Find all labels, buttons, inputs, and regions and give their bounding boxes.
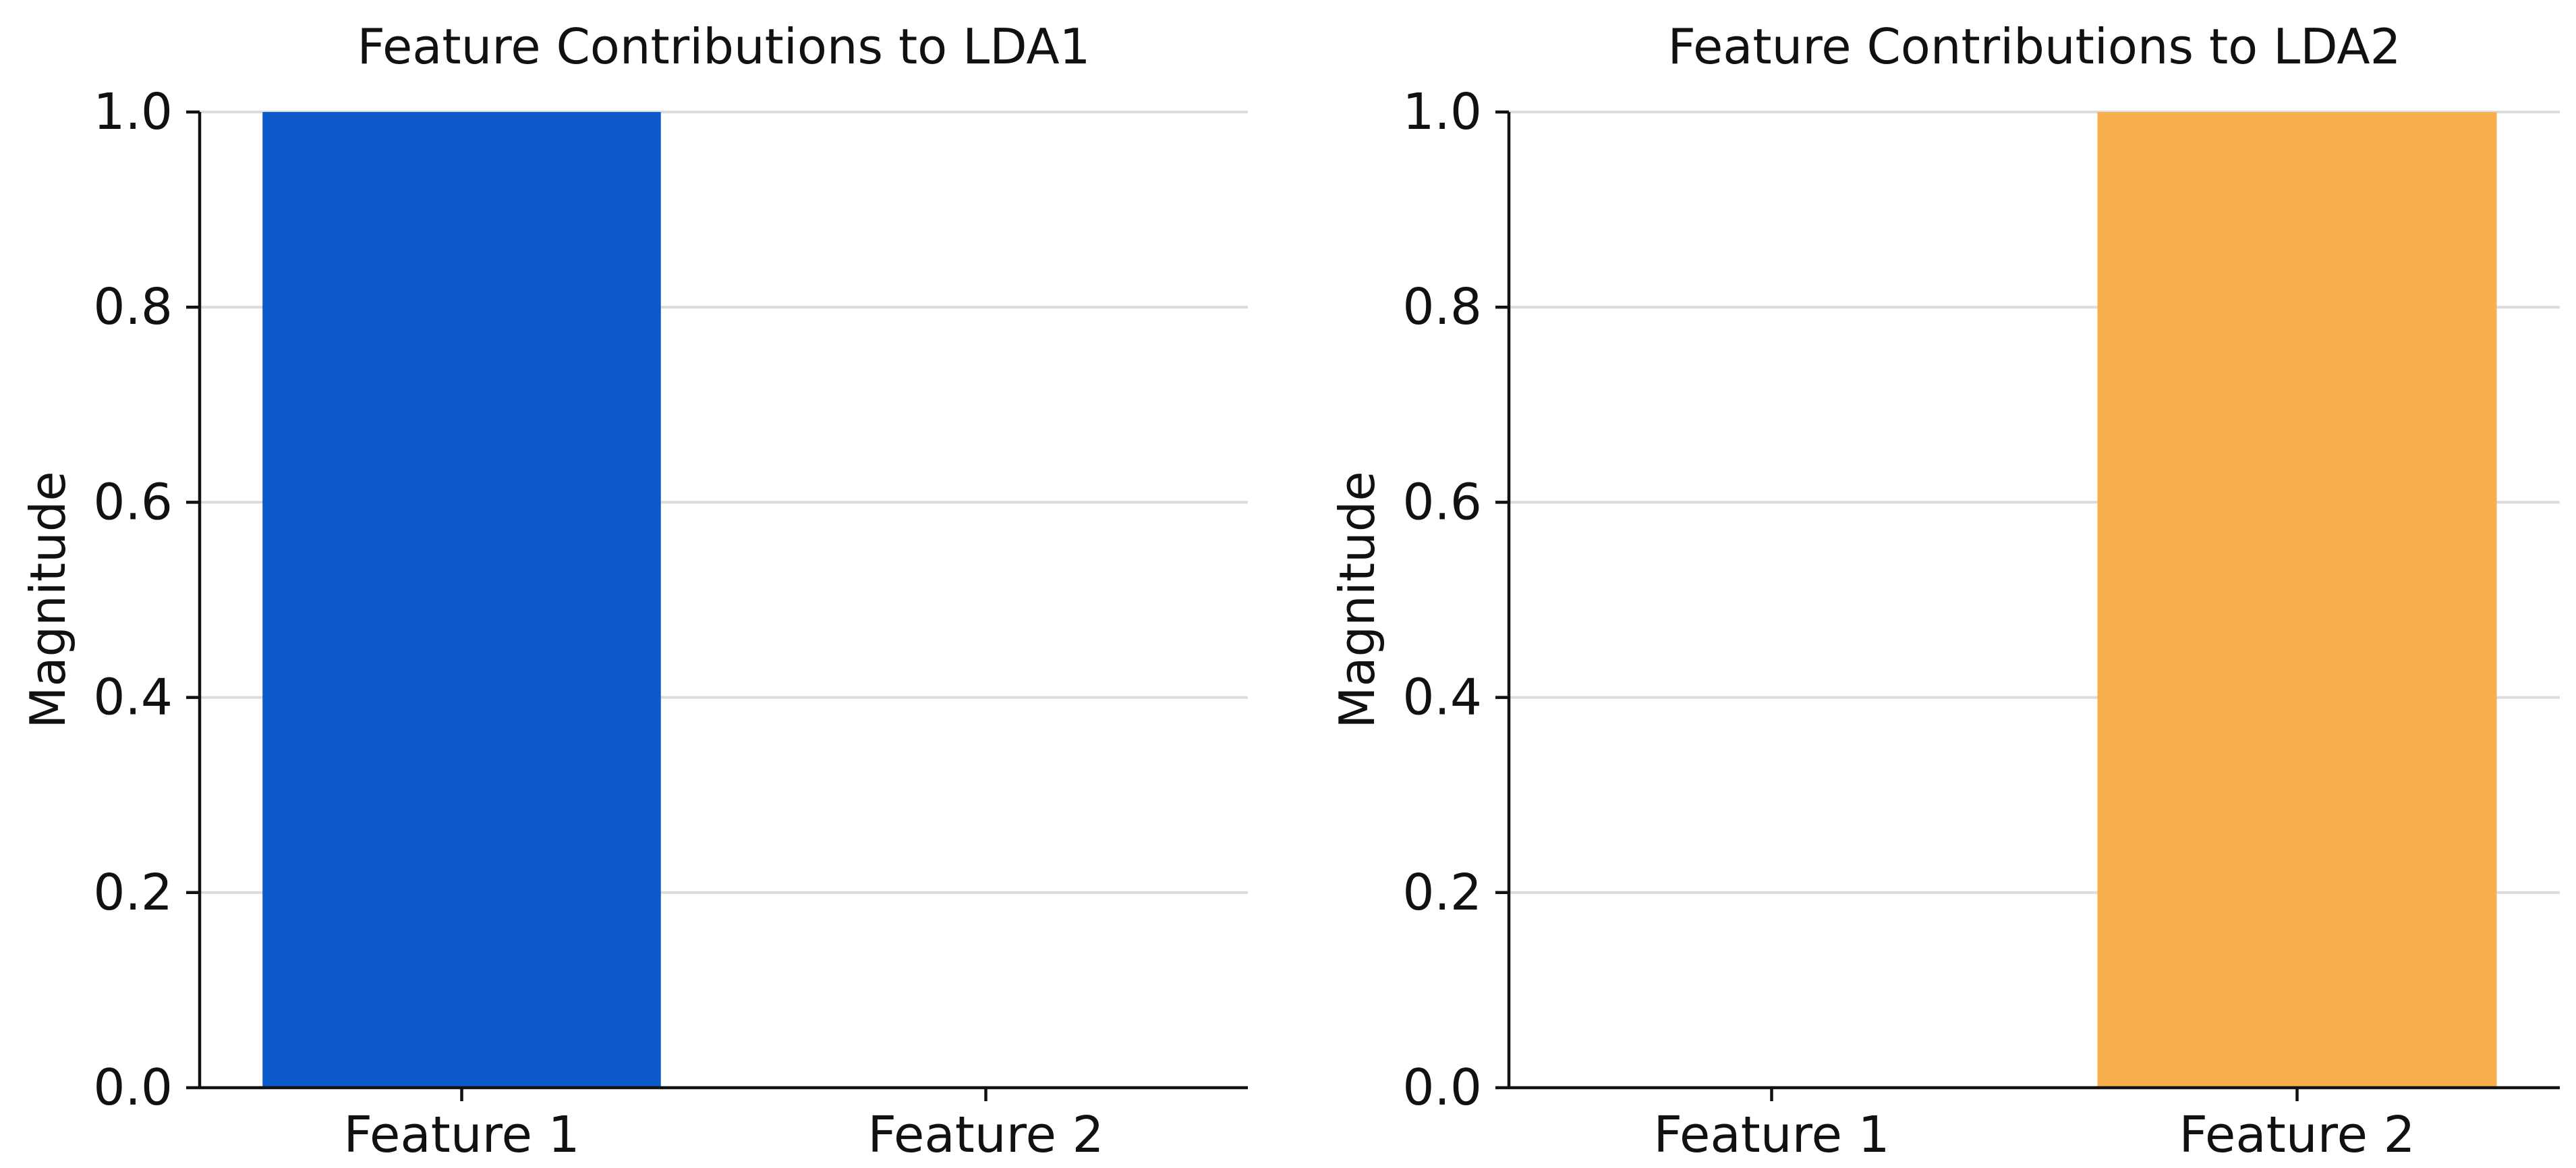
y-axis-label: Magnitude	[1329, 471, 1385, 728]
y-tick-label: 0.8	[1402, 278, 1482, 336]
y-tick-label: 1.0	[93, 83, 173, 141]
x-tick-label: Feature 2	[867, 1106, 1104, 1164]
y-tick-label: 0.4	[1402, 669, 1482, 727]
y-tick-label: 0.2	[1402, 864, 1482, 922]
y-tick-label: 0.0	[93, 1059, 173, 1117]
x-tick-label: Feature 2	[2179, 1106, 2415, 1164]
axes	[198, 112, 1248, 1090]
x-ticks: Feature 1 Feature 2	[343, 1088, 1104, 1164]
x-tick-label: Feature 1	[343, 1106, 579, 1164]
y-ticks: 0.0 0.2 0.4 0.6 0.8 1.0	[1402, 83, 1509, 1117]
chart-lda2: Feature Contributions to LDA2 Magnitude …	[1329, 18, 2560, 1164]
bar-feature-1	[262, 112, 661, 1088]
y-tick-label: 0.2	[93, 864, 173, 922]
bars	[262, 112, 661, 1088]
x-tick-label: Feature 1	[1653, 1106, 1889, 1164]
y-tick-label: 0.8	[93, 278, 173, 336]
axes	[1507, 112, 2560, 1090]
chart-lda1: Feature Contributions to LDA1 Magnitude …	[20, 18, 1248, 1164]
x-ticks: Feature 1 Feature 2	[1653, 1088, 2415, 1164]
y-tick-label: 0.0	[1402, 1059, 1482, 1117]
y-tick-label: 0.6	[1402, 473, 1482, 531]
chart-title: Feature Contributions to LDA1	[357, 18, 1091, 75]
chart-title: Feature Contributions to LDA2	[1668, 18, 2401, 75]
y-tick-label: 0.6	[93, 473, 173, 531]
y-ticks: 0.0 0.2 0.4 0.6 0.8 1.0	[93, 83, 200, 1117]
bars	[2097, 112, 2497, 1088]
y-axis-label: Magnitude	[20, 471, 76, 728]
y-tick-label: 0.4	[93, 669, 173, 727]
y-tick-label: 1.0	[1402, 83, 1482, 141]
bar-feature-2	[2097, 112, 2497, 1088]
